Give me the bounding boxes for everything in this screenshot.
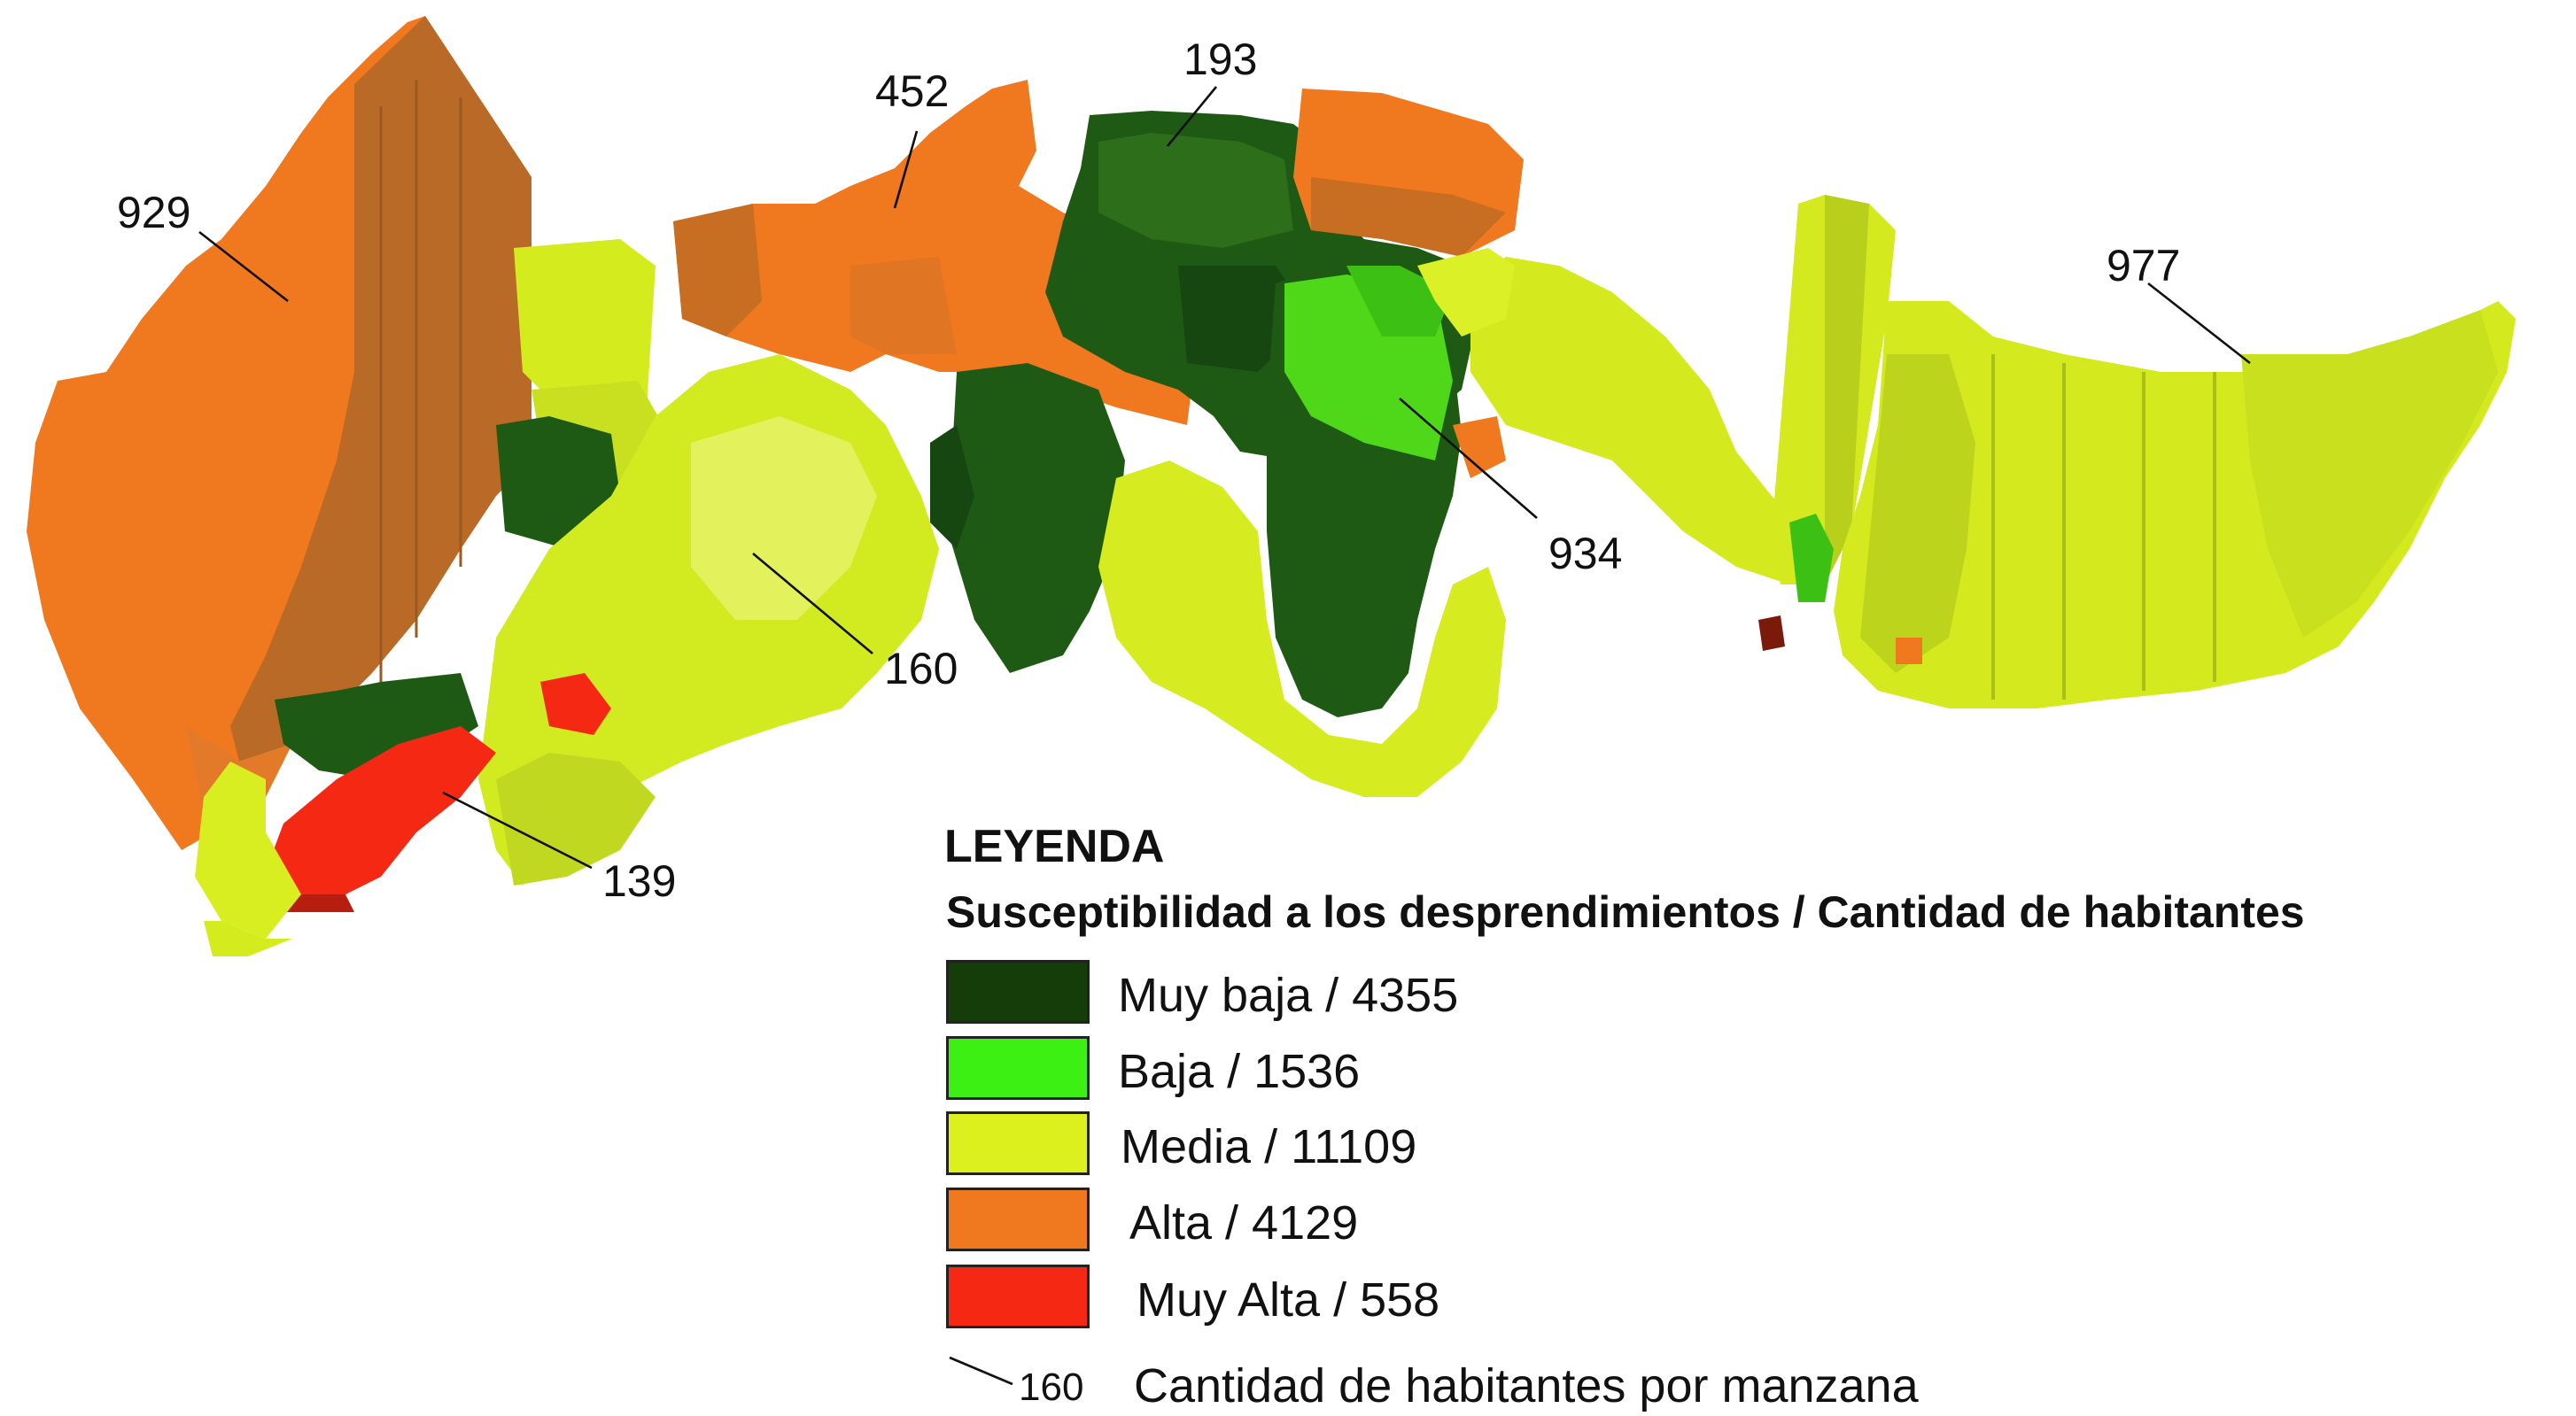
legend-sample-value: 160 xyxy=(1019,1366,1084,1409)
map-label-934: 934 xyxy=(1548,529,1623,578)
block-group-452 xyxy=(673,80,1196,425)
leader-lines xyxy=(198,86,2251,1386)
leader-139 xyxy=(442,791,593,870)
map-label-452: 452 xyxy=(875,66,950,116)
leader-452 xyxy=(893,130,919,209)
block-group-160 xyxy=(478,354,939,886)
block-group-central-lower xyxy=(930,363,1125,673)
legend-sample-leader xyxy=(949,1356,1013,1386)
legend-swatch-media xyxy=(946,1111,1090,1175)
map-label-193: 193 xyxy=(1183,35,1258,84)
leader-934 xyxy=(1399,398,1538,519)
map-label-977: 977 xyxy=(2107,241,2181,290)
legend-swatch-baja xyxy=(946,1036,1090,1100)
legend-title: LEYENDA xyxy=(944,821,1165,872)
map-label-139: 139 xyxy=(602,856,677,906)
leader-160 xyxy=(752,553,873,654)
leader-929 xyxy=(198,230,289,303)
legend-label-muy-alta: Muy Alta / 558 xyxy=(1137,1273,1440,1327)
map-label-929: 929 xyxy=(117,188,191,237)
legend-swatch-alta xyxy=(946,1188,1090,1251)
legend-sample-text: Cantidad de habitantes por manzana xyxy=(1134,1359,1919,1412)
block-group-977 xyxy=(1758,301,2516,708)
leader-193 xyxy=(1166,86,1218,147)
legend-swatch-muy-baja xyxy=(946,960,1090,1024)
legend-label-alta: Alta / 4129 xyxy=(1129,1196,1359,1250)
block-group-934 xyxy=(1267,266,1462,717)
legend-subtitle: Susceptibilidad a los desprendimientos /… xyxy=(946,887,2305,937)
block-group-central-media xyxy=(1098,248,1825,797)
block-group-top-right-orange xyxy=(1293,89,1524,257)
legend-swatch-muy-alta xyxy=(946,1265,1090,1328)
legend-label-media: Media / 11109 xyxy=(1121,1120,1417,1173)
block-group-bottom-left xyxy=(195,762,301,956)
leader-977 xyxy=(2147,282,2251,365)
map-label-160: 160 xyxy=(884,644,958,693)
legend-label-muy-baja: Muy baja / 4355 xyxy=(1118,969,1459,1022)
legend-label-baja: Baja / 1536 xyxy=(1118,1045,1361,1098)
block-group-right-column xyxy=(1772,195,1896,584)
